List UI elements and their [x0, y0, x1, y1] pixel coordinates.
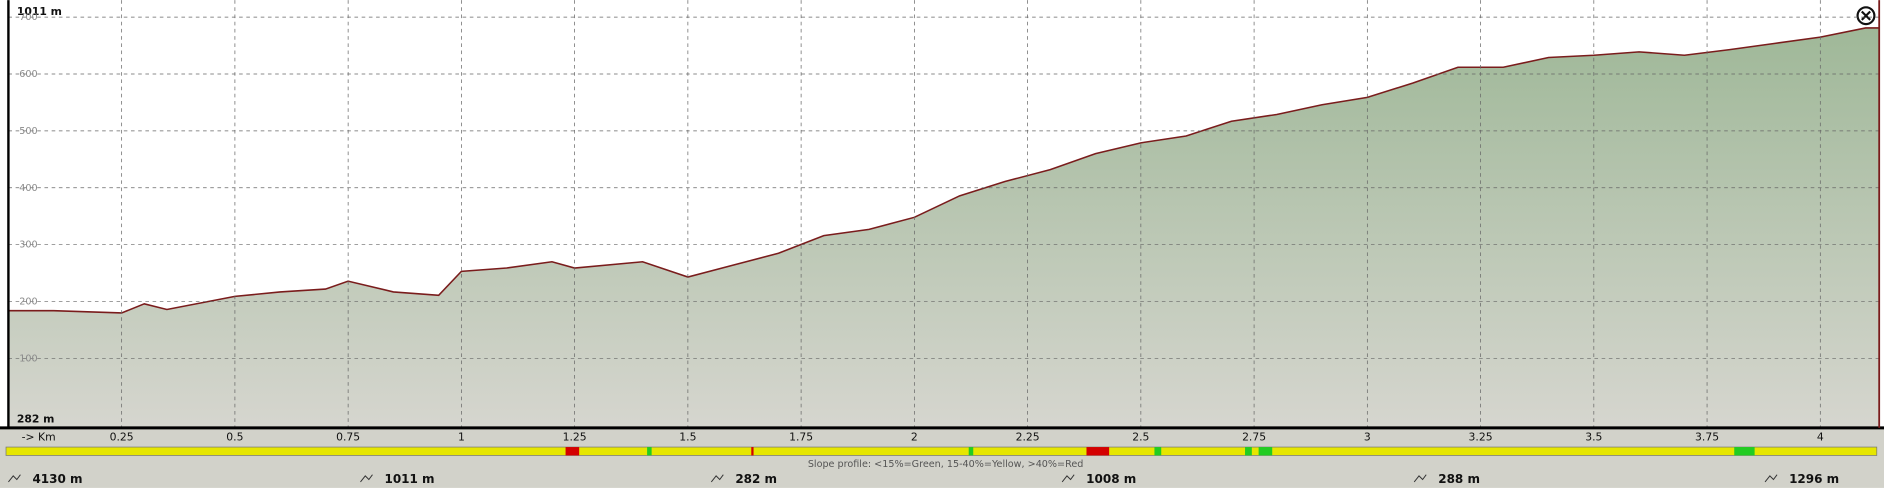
x-tick-label: 3 — [1364, 430, 1371, 443]
x-tick-label: 3.5 — [1585, 430, 1602, 443]
x-tick-label: 1 — [458, 430, 465, 443]
elevation-area — [8, 27, 1880, 428]
y-tick-label: 300 — [19, 240, 37, 251]
x-tick-label: 1.25 — [563, 430, 587, 443]
slope-segment — [1258, 447, 1273, 456]
x-tick-label: 2.25 — [1016, 430, 1040, 443]
slope-segment — [565, 447, 580, 456]
stat-icon — [710, 474, 724, 483]
x-tick-label: 3.75 — [1695, 430, 1719, 443]
y-tick-label: 700 — [19, 12, 37, 23]
slope-bar — [5, 446, 1878, 456]
slope-segment — [647, 447, 652, 456]
stat-icon — [1764, 474, 1778, 483]
slope-legend: Slope profile: <15%=Green, 15-40%=Yellow… — [808, 459, 1084, 470]
stat-value: 4130 m — [32, 472, 82, 486]
stat-value: 1296 m — [1789, 472, 1839, 486]
x-tick-label: 0.25 — [110, 430, 134, 443]
x-tick-label: 1.75 — [789, 430, 813, 443]
stat-icon — [8, 474, 21, 483]
stat-value: 1011 m — [384, 472, 434, 486]
elevation-line — [8, 27, 1880, 314]
slope-segment — [751, 447, 754, 456]
stat-icon — [360, 474, 373, 483]
stat-value: 288 m — [1438, 472, 1480, 486]
slope-segment — [968, 447, 974, 456]
x-tick-label: 1.5 — [679, 430, 696, 443]
x-tick-label: 0.75 — [336, 430, 360, 443]
y-tick-label: 100 — [19, 353, 37, 364]
x-tick-label: 3.25 — [1469, 430, 1493, 443]
x-tick-label: 2.75 — [1242, 430, 1266, 443]
y-tick-label: 500 — [19, 126, 37, 137]
x-tick-label: 4 — [1817, 430, 1824, 443]
stat-icon — [1413, 474, 1427, 483]
min-label: 282 m — [17, 412, 55, 425]
close-button[interactable] — [1856, 6, 1876, 26]
stat-value: 282 m — [735, 472, 777, 486]
slope-segment — [1086, 447, 1110, 456]
max-label: 1011 m — [17, 5, 62, 18]
stat-icon — [1061, 474, 1075, 483]
slope-segment — [1734, 447, 1755, 456]
y-tick-label: 600 — [19, 69, 37, 80]
y-tick-label: 400 — [19, 183, 37, 194]
y-tick-label: 200 — [19, 297, 37, 308]
stat-value: 1008 m — [1086, 472, 1136, 486]
x-axis-label: -> Km — [22, 430, 56, 443]
slope-segment — [1154, 447, 1162, 456]
x-tick-label: 0.5 — [226, 430, 243, 443]
x-tick-label: 2.5 — [1132, 430, 1149, 443]
footer-background — [0, 427, 1884, 488]
slope-segment — [1245, 447, 1252, 456]
x-tick-label: 2 — [911, 430, 918, 443]
